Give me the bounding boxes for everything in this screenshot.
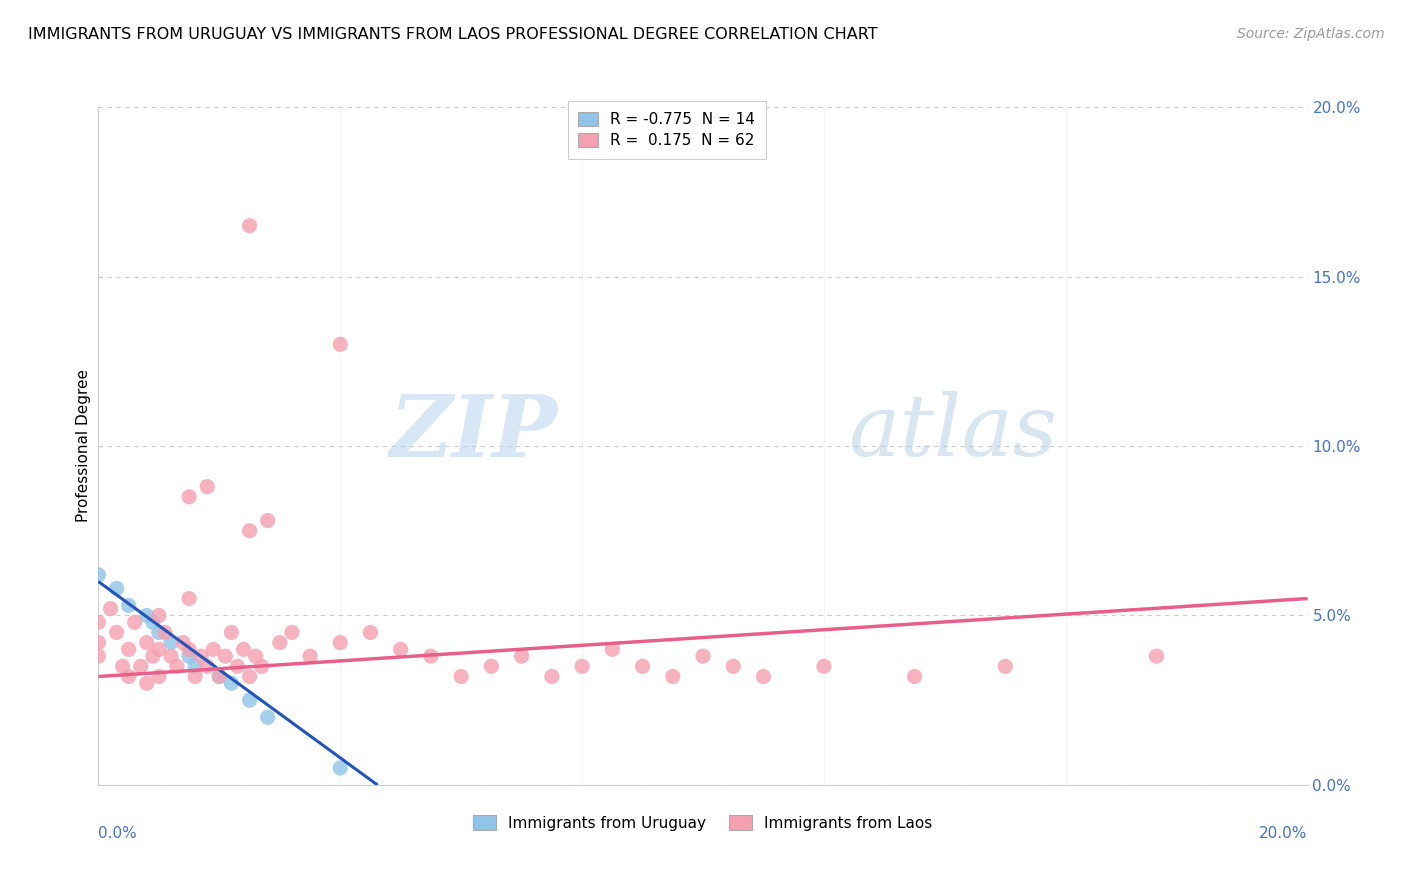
Point bbox=[172, 635, 194, 649]
Point bbox=[239, 669, 262, 683]
Text: 0.0%: 0.0% bbox=[98, 826, 138, 840]
Point bbox=[1146, 649, 1168, 664]
Point bbox=[239, 693, 262, 707]
Point bbox=[269, 635, 291, 649]
Point bbox=[299, 649, 322, 664]
Point bbox=[111, 659, 134, 673]
Text: IMMIGRANTS FROM URUGUAY VS IMMIGRANTS FROM LAOS PROFESSIONAL DEGREE CORRELATION : IMMIGRANTS FROM URUGUAY VS IMMIGRANTS FR… bbox=[28, 27, 877, 42]
Point bbox=[87, 635, 110, 649]
Point bbox=[118, 642, 141, 657]
Text: ZIP: ZIP bbox=[389, 391, 558, 475]
Point bbox=[184, 659, 207, 673]
Y-axis label: Professional Degree: Professional Degree bbox=[76, 369, 91, 523]
Point bbox=[87, 615, 110, 630]
Point bbox=[148, 642, 170, 657]
Point bbox=[118, 599, 141, 613]
Point bbox=[420, 649, 443, 664]
Point bbox=[124, 615, 146, 630]
Point bbox=[602, 642, 624, 657]
Point bbox=[100, 601, 122, 615]
Point bbox=[510, 649, 533, 664]
Point bbox=[208, 669, 231, 683]
Point bbox=[148, 669, 170, 683]
Point bbox=[179, 591, 201, 606]
Point bbox=[631, 659, 654, 673]
Point bbox=[904, 669, 927, 683]
Point bbox=[661, 669, 683, 683]
Point bbox=[692, 649, 714, 664]
Point bbox=[179, 642, 201, 657]
Point bbox=[239, 219, 262, 233]
Point bbox=[752, 669, 775, 683]
Point bbox=[239, 524, 262, 538]
Point bbox=[571, 659, 593, 673]
Point bbox=[389, 642, 412, 657]
Point bbox=[105, 582, 128, 596]
Point bbox=[118, 669, 141, 683]
Point bbox=[221, 676, 243, 690]
Point bbox=[160, 635, 183, 649]
Point bbox=[142, 649, 165, 664]
Point bbox=[190, 649, 212, 664]
Text: Source: ZipAtlas.com: Source: ZipAtlas.com bbox=[1237, 27, 1385, 41]
Point bbox=[160, 649, 183, 664]
Point bbox=[250, 659, 273, 673]
Point bbox=[994, 659, 1017, 673]
Point bbox=[329, 337, 352, 351]
Point bbox=[179, 490, 201, 504]
Point bbox=[195, 480, 218, 494]
Point bbox=[723, 659, 745, 673]
Point bbox=[135, 676, 157, 690]
Point bbox=[105, 625, 128, 640]
Point bbox=[450, 669, 472, 683]
Point bbox=[481, 659, 503, 673]
Legend: Immigrants from Uruguay, Immigrants from Laos: Immigrants from Uruguay, Immigrants from… bbox=[465, 807, 941, 838]
Point bbox=[256, 514, 278, 528]
Point bbox=[221, 625, 243, 640]
Point bbox=[148, 608, 170, 623]
Text: 20.0%: 20.0% bbox=[1260, 826, 1308, 840]
Point bbox=[153, 625, 176, 640]
Point bbox=[135, 608, 157, 623]
Point bbox=[281, 625, 304, 640]
Point bbox=[179, 649, 201, 664]
Text: atlas: atlas bbox=[848, 391, 1057, 474]
Point bbox=[256, 710, 278, 724]
Point bbox=[148, 625, 170, 640]
Point bbox=[329, 761, 352, 775]
Point bbox=[245, 649, 267, 664]
Point bbox=[214, 649, 236, 664]
Point bbox=[135, 635, 157, 649]
Point bbox=[87, 649, 110, 664]
Point bbox=[142, 615, 165, 630]
Point bbox=[202, 642, 225, 657]
Point bbox=[166, 659, 188, 673]
Point bbox=[540, 669, 562, 683]
Point bbox=[129, 659, 152, 673]
Point bbox=[208, 669, 231, 683]
Point bbox=[184, 669, 207, 683]
Point bbox=[226, 659, 249, 673]
Point bbox=[329, 635, 352, 649]
Point bbox=[813, 659, 835, 673]
Point bbox=[232, 642, 254, 657]
Point bbox=[195, 659, 218, 673]
Point bbox=[360, 625, 382, 640]
Point bbox=[87, 567, 110, 582]
